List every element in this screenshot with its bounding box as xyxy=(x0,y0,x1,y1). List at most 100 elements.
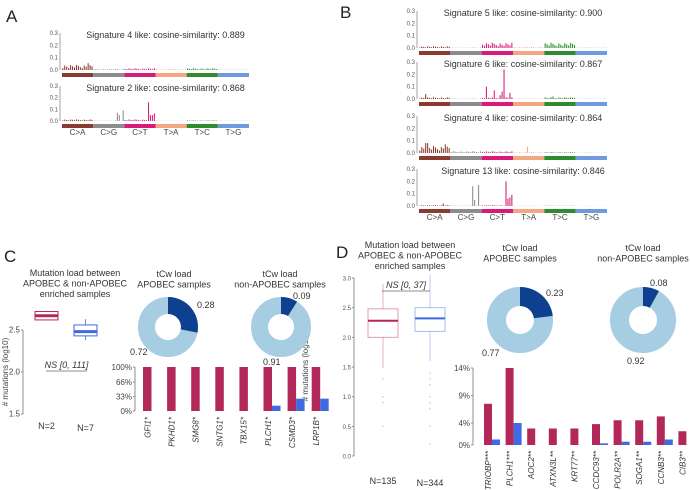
spectrum-bar xyxy=(497,152,499,153)
y-tick-label: 0.0 xyxy=(407,151,416,157)
spectrum-bar xyxy=(72,119,74,121)
class-color-bar xyxy=(419,51,451,55)
spectrum-bar xyxy=(519,47,521,48)
spectrum-bar xyxy=(544,43,546,48)
slice-value-label: 0.77 xyxy=(482,348,500,358)
class-color-bar xyxy=(481,51,513,55)
y-tick-label: 100% xyxy=(112,363,132,372)
donut-title: tCw load xyxy=(156,269,191,279)
spectrum-bar xyxy=(499,43,501,48)
spectrum-bar xyxy=(91,119,93,121)
spectrum-bar xyxy=(163,69,165,70)
spectrum-bar xyxy=(212,120,214,121)
spectrum-bar xyxy=(570,97,572,99)
spectrum-bar xyxy=(72,66,74,70)
spectrum-bar xyxy=(493,90,495,99)
spectrum-bar xyxy=(552,43,554,48)
donut-title: non-APOBEC samples xyxy=(234,280,326,290)
spectrum-bar xyxy=(427,46,429,48)
spectrum-bar xyxy=(142,119,144,121)
spectrum-bar xyxy=(519,152,521,153)
spectrum-bar xyxy=(206,68,208,70)
spectrum-bar xyxy=(73,67,76,70)
spectrum-bar xyxy=(419,150,421,153)
class-label: T>C xyxy=(195,128,211,137)
class-color-bar xyxy=(217,73,249,77)
class-label: T>A xyxy=(164,128,180,137)
spectrum-bar xyxy=(485,151,487,153)
spectrum-bar xyxy=(440,147,442,153)
spectrum-bar xyxy=(491,151,493,153)
spectrum-bar xyxy=(434,147,437,153)
bar-non-apobec xyxy=(296,398,305,411)
spectrum-bar xyxy=(562,98,564,99)
spectrum-bar xyxy=(149,115,152,121)
slice-value-label: 0.72 xyxy=(130,347,148,357)
spectrum-bar xyxy=(419,98,421,99)
spectrum-bar xyxy=(126,120,128,121)
class-label: T>G xyxy=(226,128,242,137)
spectrum-bar xyxy=(564,152,566,153)
bar-apobec xyxy=(167,367,176,411)
class-color-bar xyxy=(93,73,125,77)
spectrum-bar xyxy=(566,97,568,99)
y-tick-label: 2.0 xyxy=(9,368,21,377)
spectrum-bar xyxy=(481,205,484,206)
spectrum-bar xyxy=(456,152,458,153)
bar-non-apobec xyxy=(320,398,329,411)
y-tick-label: 33% xyxy=(116,392,132,401)
spectrum-bar xyxy=(192,120,194,121)
class-color-bar xyxy=(419,209,451,213)
spectrum-bar xyxy=(161,69,163,70)
spectrum-bar xyxy=(210,69,212,70)
spectrum-bar xyxy=(148,102,150,121)
box-title: Mutation load between xyxy=(365,240,456,250)
spectrum-bar xyxy=(546,97,548,99)
sample-count-label: N=2 xyxy=(38,421,55,431)
spectrum-bar xyxy=(206,120,208,121)
gene-label: KRT77** xyxy=(570,450,579,482)
panel-label-d: D xyxy=(336,243,348,262)
bar-apobec xyxy=(263,367,272,411)
spectrum-bar xyxy=(436,98,438,99)
outlier-point xyxy=(429,425,431,428)
spectrum-bar xyxy=(132,120,134,121)
spectrum-bar xyxy=(79,120,81,121)
spectrum-bar xyxy=(421,97,423,99)
spectrum-bar xyxy=(499,95,501,99)
spectrum-bar xyxy=(450,152,452,153)
spectrum-bar xyxy=(476,152,478,153)
class-label: C>A xyxy=(427,213,443,222)
spectrum-bar xyxy=(554,45,556,48)
box-title: enriched samples xyxy=(375,261,446,271)
class-color-bar xyxy=(93,124,125,128)
spectrum-bar xyxy=(497,98,499,99)
spectrum-bar xyxy=(431,98,433,99)
spectrum-bar xyxy=(572,152,574,153)
spectrum-bar xyxy=(552,96,554,99)
gene-label: PKHD1* xyxy=(167,416,176,447)
spectrum-bar xyxy=(140,120,142,121)
spectrum-bar xyxy=(509,45,511,48)
spectrum-bar xyxy=(427,205,429,206)
spectrum-bar xyxy=(556,46,558,48)
spectrum-bar xyxy=(538,152,540,153)
panel-label-b: B xyxy=(340,3,351,22)
gene-label: PLCH1*** xyxy=(506,450,515,486)
gene-label: LRP1B* xyxy=(312,416,321,445)
spectrum-bar xyxy=(495,98,497,99)
spectrum-bar xyxy=(198,69,200,70)
spectrum-bar xyxy=(464,152,466,153)
spectrum-bar xyxy=(103,69,105,70)
spectrum-bar xyxy=(91,66,93,70)
spectrum-bar xyxy=(487,97,489,99)
slice-value-label: 0.23 xyxy=(546,288,564,298)
spectrum-bar xyxy=(214,68,216,70)
spectrum-bar xyxy=(487,44,489,48)
spectrum-bar xyxy=(527,146,529,153)
gene-label: GFI1* xyxy=(143,416,152,438)
spectrum-bar xyxy=(507,97,509,99)
spectrum-bar xyxy=(558,152,560,153)
y-tick-label: 4% xyxy=(458,419,470,428)
